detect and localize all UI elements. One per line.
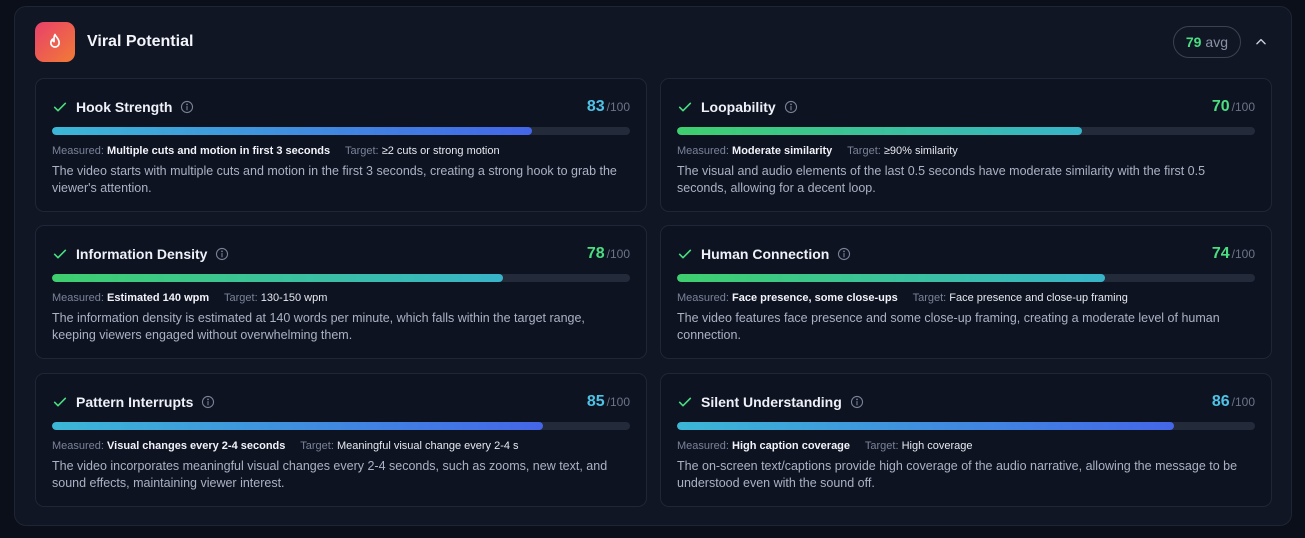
metric-progress-track <box>52 127 630 135</box>
metric-title: Information Density <box>76 246 208 262</box>
metric-score-max: /100 <box>1231 247 1255 261</box>
metric-meta: Measured: Visual changes every 2-4 secon… <box>52 440 519 452</box>
metric-card-silent-understanding: Silent Understanding 86/100 Measured: Hi… <box>660 373 1272 507</box>
measured-label: Measured: <box>677 440 729 452</box>
metric-progress-track <box>677 422 1255 430</box>
metric-progress-fill <box>52 274 503 282</box>
measured-label: Measured: <box>52 440 104 452</box>
target-label: Target: <box>847 145 881 157</box>
metric-score-value: 86 <box>1211 393 1230 410</box>
metric-description: The video starts with multiple cuts and … <box>52 164 617 195</box>
target-value: High coverage <box>901 440 973 452</box>
target-label: Target: <box>224 292 258 304</box>
target-label: Target: <box>912 292 947 304</box>
panel-title: Viral Potential <box>87 33 194 50</box>
measured-label: Measured: <box>677 292 729 304</box>
metric-progress-fill <box>677 422 1175 430</box>
check-icon <box>53 102 67 112</box>
measured-label: Measured: <box>677 145 729 157</box>
metric-score: 78/100 <box>587 245 630 263</box>
metric-score: 74/100 <box>1212 245 1255 263</box>
target-label: Target: <box>864 440 899 452</box>
info-icon[interactable] <box>850 395 864 409</box>
info-icon[interactable] <box>784 100 798 114</box>
metric-description: The information density is estimated at … <box>52 311 585 342</box>
average-score-badge: 79 avg <box>1172 26 1241 58</box>
target-value: ≥2 cuts or strong motion <box>381 145 500 157</box>
measured-value: Face presence, some close-ups <box>732 292 898 304</box>
metric-progress-track <box>52 274 630 282</box>
metric-card-pattern-interrupts: Pattern Interrupts 85/100 Measured: Visu… <box>35 373 647 507</box>
check-icon <box>53 397 67 407</box>
measured-value: Visual changes every 2-4 seconds <box>107 440 286 452</box>
info-icon[interactable] <box>180 100 194 114</box>
chevron-up-icon <box>1256 38 1266 45</box>
measured-value: High caption coverage <box>732 440 851 452</box>
target-value: ≥90% similarity <box>883 145 958 157</box>
metric-score: 86/100 <box>1212 393 1255 411</box>
metric-score-max: /100 <box>1231 100 1255 114</box>
measured-label: Measured: <box>52 145 104 157</box>
metric-title: Loopability <box>701 99 776 115</box>
target-label: Target: <box>344 145 379 157</box>
metric-card-human-connection: Human Connection 74/100 Measured: Face p… <box>660 225 1272 359</box>
info-icon[interactable] <box>201 395 215 409</box>
metric-progress-fill <box>52 127 532 135</box>
metric-progress-track <box>677 274 1255 282</box>
average-score-label: avg <box>1205 34 1228 50</box>
measured-value: Moderate similarity <box>732 145 833 157</box>
metric-progress-track <box>52 422 630 430</box>
metric-progress-fill <box>52 422 544 430</box>
metric-score-value: 70 <box>1211 98 1230 115</box>
metric-description: The video features face presence and som… <box>677 311 1220 342</box>
metric-progress-fill <box>677 127 1082 135</box>
measured-value: Multiple cuts and motion in first 3 seco… <box>107 145 331 157</box>
info-icon[interactable] <box>837 247 851 261</box>
check-icon <box>678 397 692 407</box>
metric-score-value: 74 <box>1211 245 1230 262</box>
metric-title: Silent Understanding <box>701 394 842 410</box>
metric-meta: Measured: High caption coverage Target: … <box>677 440 973 452</box>
measured-label: Measured: <box>52 292 104 304</box>
target-value: Face presence and close-up framing <box>949 292 1128 304</box>
metric-meta: Measured: Estimated 140 wpm Target: 130-… <box>52 292 327 304</box>
metric-score-max: /100 <box>606 395 630 409</box>
metric-score-max: /100 <box>606 247 630 261</box>
metric-title: Human Connection <box>701 246 830 262</box>
metric-score-value: 78 <box>586 245 605 262</box>
metric-card-loopability: Loopability 70/100 Measured: Moderate si… <box>660 78 1272 212</box>
check-icon <box>678 102 692 112</box>
metric-score-value: 85 <box>586 393 605 410</box>
metric-score: 83/100 <box>587 98 630 116</box>
metric-meta: Measured: Multiple cuts and motion in fi… <box>52 145 500 157</box>
metric-progress-fill <box>677 274 1105 282</box>
target-label: Target: <box>300 440 334 452</box>
viral-potential-panel: Viral Potential 79 avg Hook Strength 83/… <box>14 6 1292 526</box>
metric-score: 85/100 <box>587 393 630 411</box>
metric-card-information-density: Information Density 78/100 Measured: Est… <box>35 225 647 359</box>
metric-description: The video incorporates meaningful visual… <box>52 459 608 490</box>
metric-score-max: /100 <box>1231 395 1255 409</box>
metric-score-max: /100 <box>606 100 630 114</box>
average-score-value: 79 <box>1185 34 1202 50</box>
metric-meta: Measured: Moderate similarity Target: ≥9… <box>677 145 958 157</box>
check-icon <box>53 249 67 259</box>
check-icon <box>678 249 692 259</box>
info-icon[interactable] <box>215 247 229 261</box>
collapse-button[interactable] <box>1249 30 1273 54</box>
metric-meta: Measured: Face presence, some close-ups … <box>677 292 1128 304</box>
measured-value: Estimated 140 wpm <box>107 292 210 304</box>
metric-progress-track <box>677 127 1255 135</box>
metric-score: 70/100 <box>1212 98 1255 116</box>
target-value: 130-150 wpm <box>260 292 328 304</box>
metric-title: Pattern Interrupts <box>76 394 194 410</box>
metric-card-hook-strength: Hook Strength 83/100 Measured: Multiple … <box>35 78 647 212</box>
metric-description: The on-screen text/captions provide high… <box>677 459 1238 490</box>
target-value: Meaningful visual change every 2-4 s <box>336 440 519 452</box>
flame-icon <box>35 22 75 62</box>
metric-title: Hook Strength <box>76 99 173 115</box>
panel-header[interactable]: Viral Potential 79 avg <box>35 22 1273 64</box>
metric-description: The visual and audio elements of the las… <box>677 164 1206 195</box>
metric-score-value: 83 <box>586 98 605 115</box>
